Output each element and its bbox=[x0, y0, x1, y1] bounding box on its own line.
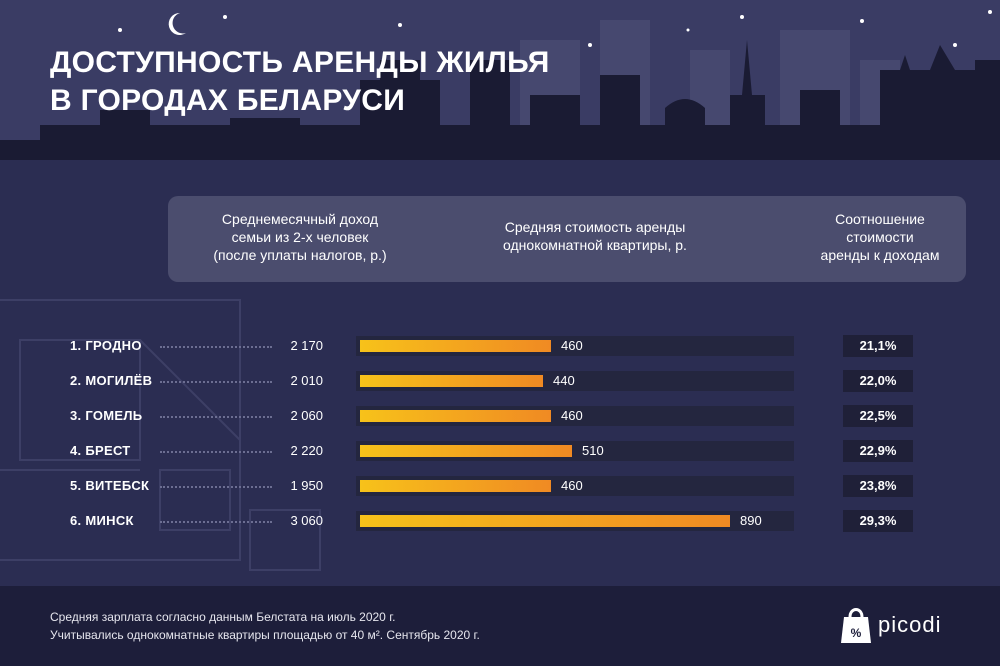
city-label: 4. БРЕСТ bbox=[70, 443, 131, 458]
footer: Средняя зарплата согласно данным Белстат… bbox=[0, 586, 1000, 666]
city-label: 2. МОГИЛЁВ bbox=[70, 373, 153, 388]
rent-bar bbox=[360, 480, 551, 492]
picodi-bag-icon: % bbox=[841, 608, 871, 643]
ratio-value: 21,1% bbox=[843, 335, 913, 357]
rent-header-line-1: Средняя стоимость аренды bbox=[504, 219, 686, 235]
city-label: 6. МИНСК bbox=[70, 513, 134, 528]
income-header-line-3: (после уплаты налогов, р.) bbox=[213, 247, 387, 263]
leader-dots bbox=[160, 451, 272, 453]
page-title: ДОСТУПНОСТЬ АРЕНДЫ ЖИЛЬЯ В ГОРОДАХ БЕЛАР… bbox=[50, 44, 550, 120]
rent-value: 460 bbox=[561, 338, 583, 353]
picodi-logo-text: picodi bbox=[878, 612, 942, 637]
ratio-header-line-2: стоимости bbox=[846, 229, 914, 245]
header-panel bbox=[168, 196, 966, 282]
rent-bar bbox=[360, 445, 572, 457]
income-value: 2 060 bbox=[290, 408, 323, 423]
income-header-line-1: Среднемесячный доход bbox=[221, 211, 379, 227]
ratio-value: 22,5% bbox=[843, 405, 913, 427]
footer-note-2: Учитывались однокомнатные квартиры площа… bbox=[50, 628, 480, 642]
rent-bar bbox=[360, 410, 551, 422]
ratio-value: 22,0% bbox=[843, 370, 913, 392]
svg-text:%: % bbox=[851, 626, 862, 640]
leader-dots bbox=[160, 416, 272, 418]
rent-header-line-2: однокомнатной квартиры, р. bbox=[503, 237, 687, 253]
rent-value: 890 bbox=[740, 513, 762, 528]
leader-dots bbox=[160, 486, 272, 488]
title-line-2: В ГОРОДАХ БЕЛАРУСИ bbox=[50, 84, 406, 117]
footer-note-1: Средняя зарплата согласно данным Белстат… bbox=[50, 610, 396, 624]
ratio-header: Соотношение стоимости аренды к доходам bbox=[780, 210, 980, 264]
ratio-value: 22,9% bbox=[843, 440, 913, 462]
income-value: 2 220 bbox=[290, 443, 323, 458]
rent-bar bbox=[360, 375, 543, 387]
income-value: 2 010 bbox=[290, 373, 323, 388]
city-label: 5. ВИТЕБСК bbox=[70, 478, 150, 493]
income-header: Среднемесячный доход семьи из 2-х челове… bbox=[180, 210, 420, 264]
leader-dots bbox=[160, 381, 272, 383]
income-value: 3 060 bbox=[290, 513, 323, 528]
city-label: 3. ГОМЕЛЬ bbox=[70, 408, 143, 423]
ratio-header-line-1: Соотношение bbox=[835, 211, 925, 227]
leader-dots bbox=[160, 521, 272, 523]
rent-value: 460 bbox=[561, 408, 583, 423]
income-value: 1 950 bbox=[290, 478, 323, 493]
ratio-value: 29,3% bbox=[843, 510, 913, 532]
rent-bar bbox=[360, 515, 730, 527]
rent-bar bbox=[360, 340, 551, 352]
income-value: 2 170 bbox=[290, 338, 323, 353]
ratio-header-line-3: аренды к доходам bbox=[820, 247, 940, 263]
income-header-line-2: семьи из 2-х человек bbox=[231, 229, 369, 245]
rent-value: 510 bbox=[582, 443, 604, 458]
ratio-value: 23,8% bbox=[843, 475, 913, 497]
rent-value: 460 bbox=[561, 478, 583, 493]
title-line-1: ДОСТУПНОСТЬ АРЕНДЫ ЖИЛЬЯ bbox=[50, 46, 550, 79]
city-label: 1. ГРОДНО bbox=[70, 338, 142, 353]
rent-value: 440 bbox=[553, 373, 575, 388]
leader-dots bbox=[160, 346, 272, 348]
rent-header: Средняя стоимость аренды однокомнатной к… bbox=[470, 218, 720, 254]
